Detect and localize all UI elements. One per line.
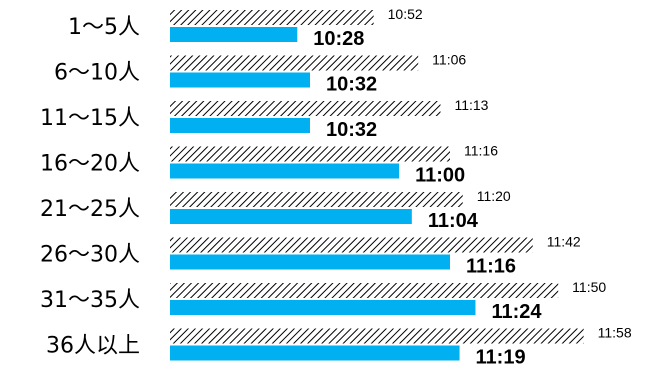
category-label: 26〜30人 [40,243,140,268]
bar-solid [170,118,310,133]
data-label-solid: 11:00 [415,165,465,187]
bar-hatched [170,101,441,116]
category-label: 11〜15人 [40,106,140,131]
bar-solid [170,163,400,179]
data-label-hatched: 11:42 [547,234,581,250]
bar-solid [170,27,298,42]
data-label-hatched: 11:06 [432,52,466,68]
category-label: 31〜35人 [40,288,140,313]
bar-hatched [170,55,419,71]
data-label-solid: 10:32 [326,119,377,141]
category-label: 6〜10人 [54,61,140,86]
bar-hatched [170,146,450,162]
category-label: 36人以上 [46,334,140,359]
data-label-hatched: 11:13 [454,97,488,113]
bar-solid [170,300,476,315]
data-label-hatched: 11:20 [477,188,511,204]
data-label-hatched: 10:52 [388,6,423,22]
data-label-solid: 11:16 [466,256,516,278]
data-label-solid: 10:28 [313,28,364,50]
bar-hatched [170,237,533,253]
bar-hatched [170,328,584,344]
data-label-solid: 11:04 [428,210,479,232]
data-label-hatched: 11:16 [464,143,498,159]
data-label-solid: 11:24 [491,301,542,323]
category-label: 21〜25人 [40,197,140,222]
bar-hatched [170,192,463,207]
bar-solid [170,254,450,270]
bar-hatched [170,283,559,298]
bar-solid [170,209,412,224]
data-label-solid: 10:32 [326,74,377,96]
bar-solid [170,72,310,88]
category-label: 16〜20人 [40,152,140,177]
category-label: 1〜5人 [68,15,140,40]
bar-solid [170,345,460,361]
data-label-hatched: 11:58 [598,325,632,341]
data-label-solid: 11:19 [476,347,526,369]
data-label-hatched: 11:50 [572,279,606,295]
bar-hatched [170,10,374,25]
